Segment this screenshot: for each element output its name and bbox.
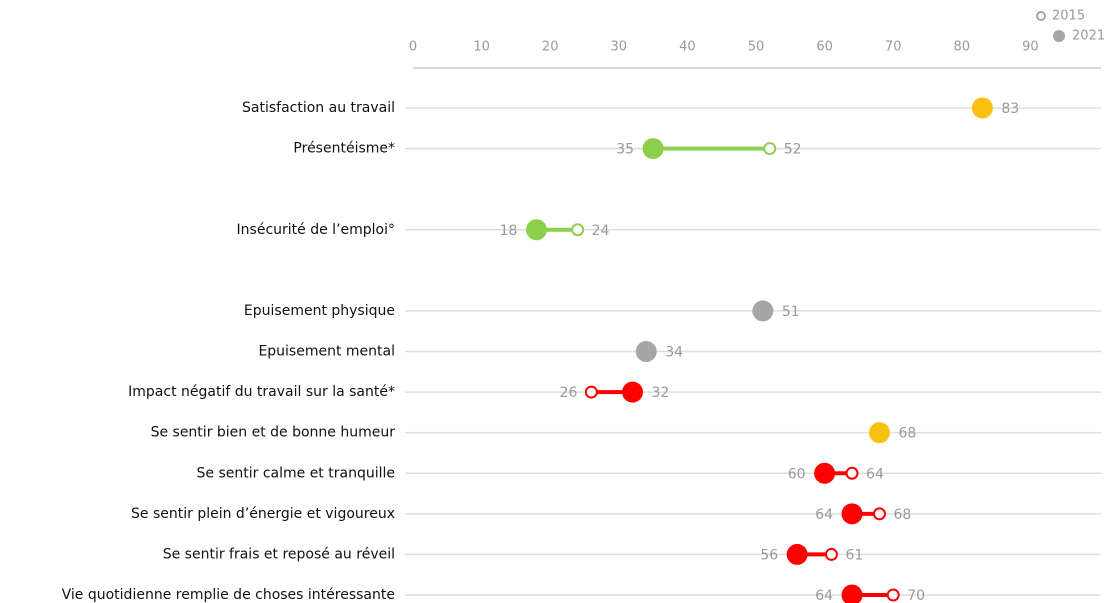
category-label: Présentéisme* xyxy=(293,141,395,157)
category-label: Se sentir frais et reposé au réveil xyxy=(163,546,395,562)
dot-2021 xyxy=(868,422,890,444)
x-tick-label: 20 xyxy=(542,40,559,55)
value-label: 34 xyxy=(665,345,683,361)
value-label: 61 xyxy=(845,547,863,563)
dot-2015 xyxy=(886,588,900,602)
x-tick-label: 70 xyxy=(885,40,902,55)
category-label: Se sentir calme et tranquille xyxy=(197,465,395,481)
dot-2021 xyxy=(786,543,808,565)
dot-2021 xyxy=(971,97,993,119)
dot-2021 xyxy=(841,503,863,525)
dot-2021 xyxy=(622,381,644,403)
value-label: 68 xyxy=(893,507,911,523)
value-label: 32 xyxy=(652,385,670,401)
dot-2021 xyxy=(752,300,774,322)
legend-label: 2015 xyxy=(1052,9,1085,24)
category-label: Insécurité de l’emploi° xyxy=(237,222,395,238)
value-label: 56 xyxy=(760,547,778,563)
category-label: Epuisement physique xyxy=(244,303,395,319)
value-label: 64 xyxy=(815,588,833,603)
value-label: 64 xyxy=(866,466,884,482)
dot-2021 xyxy=(642,138,664,160)
category-label: Se sentir bien et de bonne humeur xyxy=(151,425,396,441)
x-tick-label: 90 xyxy=(1022,40,1039,55)
x-tick-label: 10 xyxy=(473,40,490,55)
value-label: 24 xyxy=(592,223,610,239)
dot-2015 xyxy=(763,142,777,156)
value-label: 35 xyxy=(616,142,634,158)
legend-label: 2021 xyxy=(1072,29,1105,44)
x-tick-label: 80 xyxy=(954,40,971,55)
x-tick-label: 0 xyxy=(409,40,417,55)
value-label: 51 xyxy=(782,304,800,320)
dot-2015 xyxy=(571,223,585,237)
legend-marker xyxy=(1036,11,1046,21)
x-tick-label: 30 xyxy=(611,40,628,55)
dot-2015 xyxy=(584,385,598,399)
x-tick-label: 40 xyxy=(679,40,696,55)
value-label: 60 xyxy=(788,466,806,482)
legend-marker xyxy=(1053,30,1065,42)
category-label: Satisfaction au travail xyxy=(242,100,395,116)
dot-2015 xyxy=(824,547,838,561)
category-label: Impact négatif du travail sur la santé* xyxy=(128,384,395,400)
dot-2015 xyxy=(845,466,859,480)
x-tick-label: 60 xyxy=(816,40,833,55)
value-label: 83 xyxy=(1001,101,1019,117)
value-label: 18 xyxy=(500,223,518,239)
value-label: 26 xyxy=(560,385,578,401)
dot-2015 xyxy=(872,507,886,521)
dot-2021 xyxy=(841,584,863,603)
x-tick-label: 50 xyxy=(748,40,765,55)
value-label: 52 xyxy=(784,142,802,158)
dot-2021 xyxy=(814,462,836,484)
category-label: Vie quotidienne remplie de choses intére… xyxy=(62,587,395,603)
dot-2021 xyxy=(525,219,547,241)
value-label: 68 xyxy=(898,426,916,442)
category-label: Epuisement mental xyxy=(258,344,395,360)
value-label: 64 xyxy=(815,507,833,523)
value-label: 70 xyxy=(907,588,925,603)
category-label: Se sentir plein d’énergie et vigoureux xyxy=(131,506,395,522)
dot-2021 xyxy=(635,341,657,362)
